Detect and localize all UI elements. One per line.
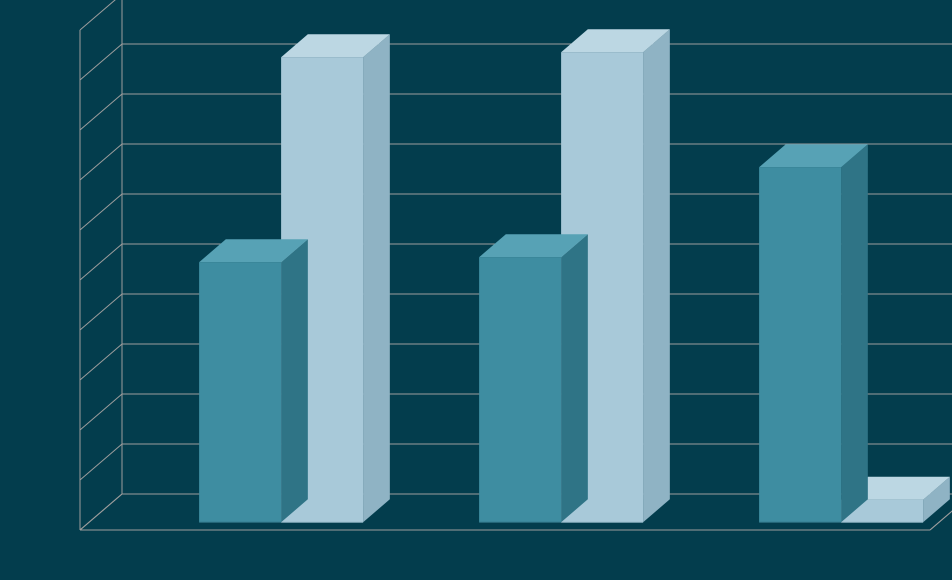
chart-svg	[0, 0, 952, 580]
bar-g2-series-a	[759, 144, 868, 522]
bars	[199, 29, 950, 522]
bar-g0-series-a	[199, 239, 308, 522]
bar-chart-3d	[0, 0, 952, 580]
bar-g1-series-a	[479, 234, 588, 522]
